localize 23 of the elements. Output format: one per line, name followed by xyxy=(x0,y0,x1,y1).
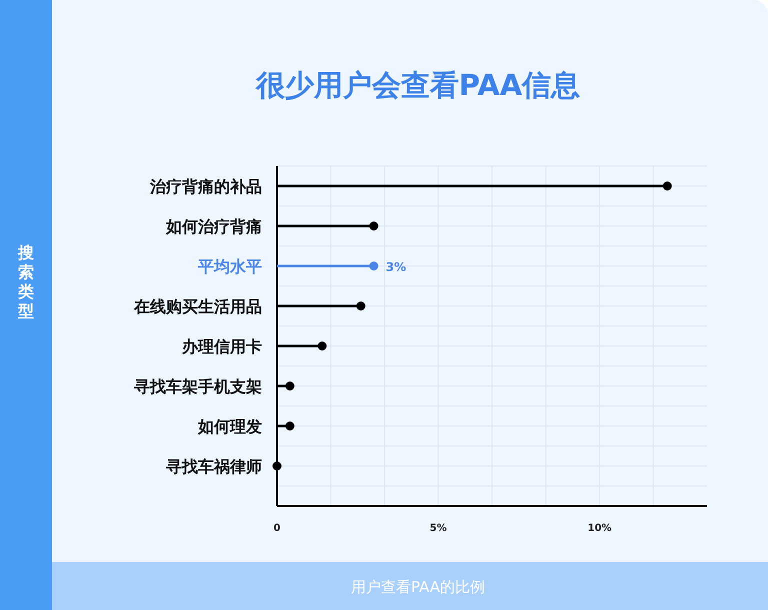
point xyxy=(356,302,366,310)
chart-title: 很少用户会查看PAA信息 xyxy=(254,68,580,102)
point xyxy=(285,382,294,390)
point xyxy=(318,342,327,350)
y-tick-label: 平均水平 xyxy=(197,257,262,276)
x-axis-title: 用户查看PAA的比例 xyxy=(350,578,486,596)
point xyxy=(369,262,378,270)
y-tick-label: 如何理发 xyxy=(197,417,262,436)
x-tick-label: 10% xyxy=(588,523,612,534)
point xyxy=(662,182,672,190)
x-tick-label: 5% xyxy=(430,523,447,534)
y-tick-label: 如何治疗背痛 xyxy=(165,217,262,236)
text: 搜索类型 xyxy=(17,243,34,320)
data-label: 3% xyxy=(386,260,406,274)
point xyxy=(272,462,282,470)
x-tick-label: 0 xyxy=(274,523,281,534)
point xyxy=(369,222,378,230)
y-tick-label: 在线购买生活用品 xyxy=(133,297,262,316)
point xyxy=(285,422,294,430)
y-tick-label: 治疗背痛的补品 xyxy=(149,177,262,196)
y-tick-label: 办理信用卡 xyxy=(181,337,262,356)
y-tick-label: 寻找车架手机支架 xyxy=(133,377,262,396)
y-tick-label: 寻找车祸律师 xyxy=(165,457,262,476)
